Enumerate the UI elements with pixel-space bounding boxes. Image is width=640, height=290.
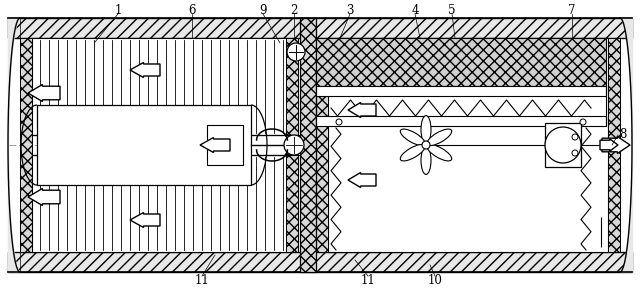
Circle shape xyxy=(580,119,586,125)
Circle shape xyxy=(422,141,430,149)
Bar xyxy=(316,116,606,126)
Text: 6: 6 xyxy=(188,3,196,17)
Circle shape xyxy=(545,127,581,163)
Circle shape xyxy=(572,150,578,156)
Bar xyxy=(20,38,32,252)
Text: 2: 2 xyxy=(291,3,298,17)
Polygon shape xyxy=(348,173,376,188)
Polygon shape xyxy=(348,102,376,117)
Polygon shape xyxy=(200,137,230,153)
Text: 8: 8 xyxy=(620,128,627,142)
Bar xyxy=(316,38,328,252)
Bar xyxy=(32,155,288,252)
Bar xyxy=(37,105,251,185)
Polygon shape xyxy=(28,84,60,102)
Polygon shape xyxy=(130,63,160,77)
Text: 3: 3 xyxy=(346,3,354,17)
Ellipse shape xyxy=(400,144,425,161)
Polygon shape xyxy=(28,188,60,206)
Ellipse shape xyxy=(427,129,452,146)
Bar xyxy=(608,38,620,252)
Ellipse shape xyxy=(427,144,452,161)
Text: 4: 4 xyxy=(412,3,419,17)
Text: 11: 11 xyxy=(195,273,209,287)
Bar xyxy=(286,38,298,252)
Bar xyxy=(207,125,243,165)
Ellipse shape xyxy=(400,129,425,146)
Text: 5: 5 xyxy=(448,3,456,17)
Circle shape xyxy=(287,43,305,61)
Bar xyxy=(8,252,632,272)
Circle shape xyxy=(284,135,304,155)
Ellipse shape xyxy=(421,116,431,144)
Polygon shape xyxy=(600,139,618,151)
Bar xyxy=(300,18,316,272)
Bar xyxy=(545,123,581,167)
Bar xyxy=(316,38,606,86)
Bar xyxy=(328,38,608,252)
Bar xyxy=(32,38,288,135)
Bar xyxy=(316,86,606,96)
Circle shape xyxy=(336,119,342,125)
Polygon shape xyxy=(130,213,160,227)
Text: 7: 7 xyxy=(568,3,576,17)
Polygon shape xyxy=(602,137,630,153)
Bar xyxy=(8,18,632,38)
Text: 10: 10 xyxy=(428,273,442,287)
Ellipse shape xyxy=(421,146,431,174)
Text: 9: 9 xyxy=(259,3,267,17)
Text: 1: 1 xyxy=(115,3,122,17)
Text: 11: 11 xyxy=(360,273,376,287)
Circle shape xyxy=(572,134,578,140)
